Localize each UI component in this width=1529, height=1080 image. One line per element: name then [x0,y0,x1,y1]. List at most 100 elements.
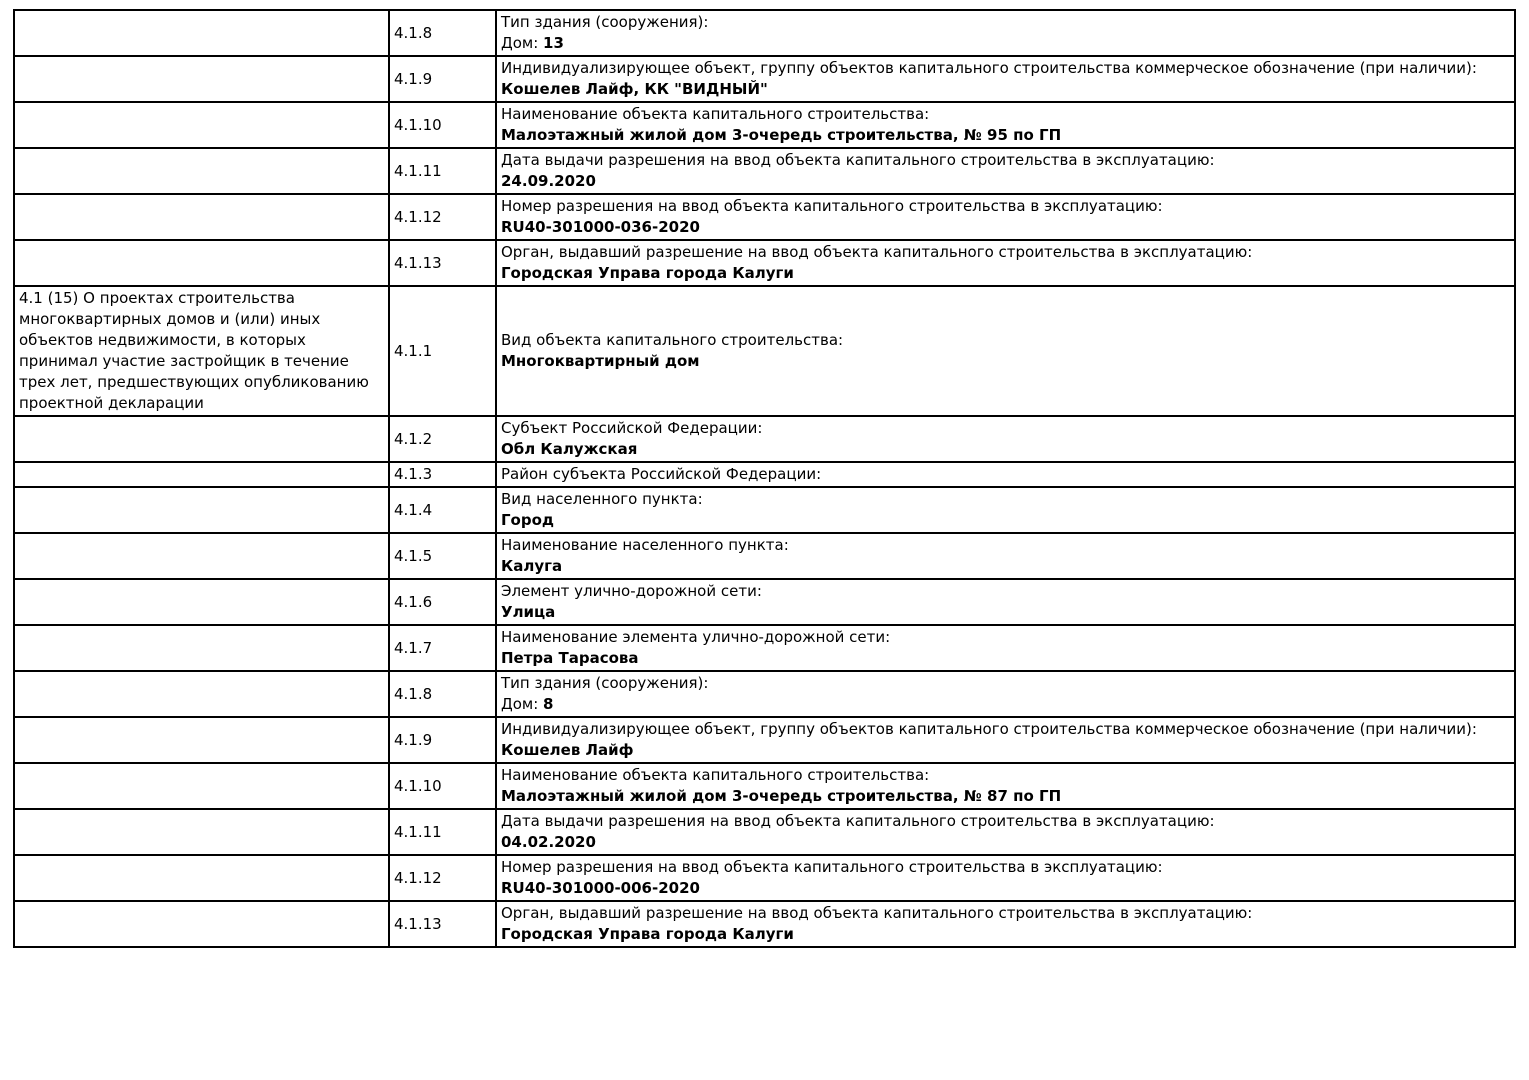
field-value: Дом: 8 [501,694,1510,715]
field-value: RU40-301000-036-2020 [501,217,1510,238]
field-value: RU40-301000-006-2020 [501,878,1510,899]
field-cell: Орган, выдавший разрешение на ввод объек… [495,900,1516,948]
field-label: Район субъекта Российской Федерации: [501,465,822,483]
row-code: 4.1.8 [388,9,497,57]
row-code: 4.1.7 [388,624,497,672]
row-code: 4.1.11 [388,808,497,856]
field-label: Орган, выдавший разрешение на ввод объек… [501,243,1253,261]
field-value-text: Кошелев Лайф [501,741,634,759]
section-title-cell [13,854,390,902]
field-value: Город [501,510,1510,531]
field-value-text: Петра Тарасова [501,649,639,667]
row-code: 4.1.4 [388,486,497,534]
field-value-text: Малоэтажный жилой дом 3-очередь строител… [501,126,1062,144]
field-label: Тип здания (сооружения): [501,13,709,31]
table-row: 4.1.9 Индивидуализирующее объект, группу… [13,55,1516,103]
section-title-cell [13,532,390,580]
field-value-text: 24.09.2020 [501,172,596,190]
field-label: Дата выдачи разрешения на ввод объекта к… [501,812,1215,830]
table-row: 4.1.11 Дата выдачи разрешения на ввод об… [13,147,1516,195]
field-value: 04.02.2020 [501,832,1510,853]
field-label: Наименование элемента улично-дорожной се… [501,628,891,646]
row-code: 4.1.13 [388,239,497,287]
field-cell: Наименование населенного пункта: Калуга [495,532,1516,580]
table-row: 4.1.8 Тип здания (сооружения): Дом: 13 [13,9,1516,57]
field-value-prefix: Дом: [501,695,544,713]
row-code: 4.1.2 [388,415,497,463]
row-code: 4.1.9 [388,716,497,764]
section-title-cell [13,486,390,534]
table-row: 4.1.8 Тип здания (сооружения): Дом: 8 [13,670,1516,718]
section-title-cell [13,762,390,810]
table-row: 4.1 (15) О проектах строительства многок… [13,285,1516,417]
section-title-cell [13,624,390,672]
field-value-text: Калуга [501,557,563,575]
row-code: 4.1.3 [388,461,497,488]
table-row: 4.1.5 Наименование населенного пункта: К… [13,532,1516,580]
field-value: Городская Управа города Калуги [501,263,1510,284]
section-title-cell [13,716,390,764]
field-cell: Тип здания (сооружения): Дом: 13 [495,9,1516,57]
field-value-text: Городская Управа города Калуги [501,264,794,282]
section-title-cell [13,900,390,948]
field-value: 24.09.2020 [501,171,1510,192]
table-row: 4.1.13 Орган, выдавший разрешение на вво… [13,900,1516,948]
field-value-text: Улица [501,603,556,621]
section-title-cell [13,578,390,626]
table-row: 4.1.13 Орган, выдавший разрешение на вво… [13,239,1516,287]
field-value-text: Многоквартирный дом [501,352,700,370]
field-cell: Номер разрешения на ввод объекта капитал… [495,854,1516,902]
field-cell: Дата выдачи разрешения на ввод объекта к… [495,808,1516,856]
table-row: 4.1.10 Наименование объекта капитального… [13,101,1516,149]
field-value-text: RU40-301000-006-2020 [501,879,700,897]
field-cell: Наименование объекта капитального строит… [495,101,1516,149]
field-value-text: RU40-301000-036-2020 [501,218,700,236]
field-value: Малоэтажный жилой дом 3-очередь строител… [501,125,1510,146]
row-code: 4.1.10 [388,101,497,149]
section-title-cell [13,415,390,463]
field-label: Наименование населенного пункта: [501,536,789,554]
field-value-text: Кошелев Лайф, КК "ВИДНЫЙ" [501,80,768,98]
table-row: 4.1.10 Наименование объекта капитального… [13,762,1516,810]
field-label: Наименование объекта капитального строит… [501,766,930,784]
field-value-text: Город [501,511,555,529]
field-value-text: 8 [543,695,554,713]
field-cell: Дата выдачи разрешения на ввод объекта к… [495,147,1516,195]
field-value: Дом: 13 [501,33,1510,54]
field-value-text: Обл Калужская [501,440,638,458]
field-label: Тип здания (сооружения): [501,674,709,692]
table-row: 4.1.6 Элемент улично-дорожной сети: Улиц… [13,578,1516,626]
row-code: 4.1.11 [388,147,497,195]
field-value: Обл Калужская [501,439,1510,460]
field-label: Индивидуализирующее объект, группу объек… [501,720,1477,738]
row-code: 4.1.13 [388,900,497,948]
page: 4.1.8 Тип здания (сооружения): Дом: 13 4… [13,9,1516,948]
field-cell: Индивидуализирующее объект, группу объек… [495,55,1516,103]
field-label: Вид населенного пункта: [501,490,703,508]
section-title-cell [13,101,390,149]
table-row: 4.1.12 Номер разрешения на ввод объекта … [13,854,1516,902]
field-value-prefix: Дом: [501,34,544,52]
row-code: 4.1.8 [388,670,497,718]
field-label: Индивидуализирующее объект, группу объек… [501,59,1477,77]
declaration-table: 4.1.8 Тип здания (сооружения): Дом: 13 4… [13,9,1516,948]
field-cell: Элемент улично-дорожной сети: Улица [495,578,1516,626]
field-label: Орган, выдавший разрешение на ввод объек… [501,904,1253,922]
field-cell: Наименование элемента улично-дорожной се… [495,624,1516,672]
section-title-cell [13,9,390,57]
field-value: Улица [501,602,1510,623]
field-value: Малоэтажный жилой дом 3-очередь строител… [501,786,1510,807]
declaration-table-body: 4.1.8 Тип здания (сооружения): Дом: 13 4… [13,9,1516,948]
table-row: 4.1.7 Наименование элемента улично-дорож… [13,624,1516,672]
field-cell: Субъект Российской Федерации: Обл Калужс… [495,415,1516,463]
field-cell: Индивидуализирующее объект, группу объек… [495,716,1516,764]
row-code: 4.1.10 [388,762,497,810]
field-value: Кошелев Лайф, КК "ВИДНЫЙ" [501,79,1510,100]
table-row: 4.1.2 Субъект Российской Федерации: Обл … [13,415,1516,463]
row-code: 4.1.6 [388,578,497,626]
field-value-text: Малоэтажный жилой дом 3-очередь строител… [501,787,1062,805]
section-title-cell [13,55,390,103]
table-row: 4.1.11 Дата выдачи разрешения на ввод об… [13,808,1516,856]
field-value: Петра Тарасова [501,648,1510,669]
field-cell: Тип здания (сооружения): Дом: 8 [495,670,1516,718]
